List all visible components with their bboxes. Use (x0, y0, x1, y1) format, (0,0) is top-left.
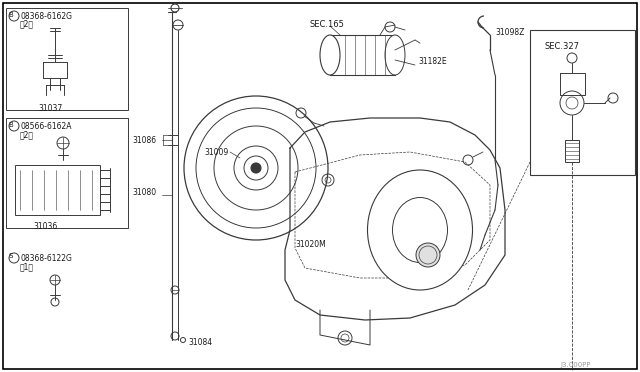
Text: む1）: む1） (20, 262, 34, 271)
Text: 31080: 31080 (132, 188, 156, 197)
Text: SEC.165: SEC.165 (310, 20, 345, 29)
Ellipse shape (385, 35, 405, 75)
Bar (6, 8, 128, 110)
Bar (565, 140, 579, 162)
Text: S: S (9, 253, 13, 260)
Text: 08368-6162G: 08368-6162G (20, 12, 72, 21)
Text: 31009: 31009 (204, 148, 228, 157)
Text: 31182E: 31182E (418, 57, 447, 66)
Bar (530, 30, 635, 175)
Text: む2）: む2） (20, 130, 34, 139)
Text: J3.000PP: J3.000PP (560, 362, 591, 368)
Text: 31037: 31037 (38, 104, 62, 113)
Text: 31098Z: 31098Z (495, 28, 524, 37)
Ellipse shape (320, 35, 340, 75)
Text: 08566-6162A: 08566-6162A (20, 122, 72, 131)
Text: SEC.327: SEC.327 (545, 42, 580, 51)
Text: 31036: 31036 (33, 222, 57, 231)
Ellipse shape (367, 170, 472, 290)
Text: B: B (8, 122, 13, 128)
Circle shape (251, 163, 261, 173)
Circle shape (416, 243, 440, 267)
Text: 31084: 31084 (188, 338, 212, 347)
Text: 31086: 31086 (132, 136, 156, 145)
Text: B: B (8, 12, 13, 17)
Text: 31020M: 31020M (295, 240, 326, 249)
Text: 08368-6122G: 08368-6122G (20, 254, 72, 263)
Bar (6, 118, 128, 228)
Text: む2）: む2） (20, 19, 34, 29)
Bar (15, 165, 100, 215)
Ellipse shape (392, 198, 447, 263)
